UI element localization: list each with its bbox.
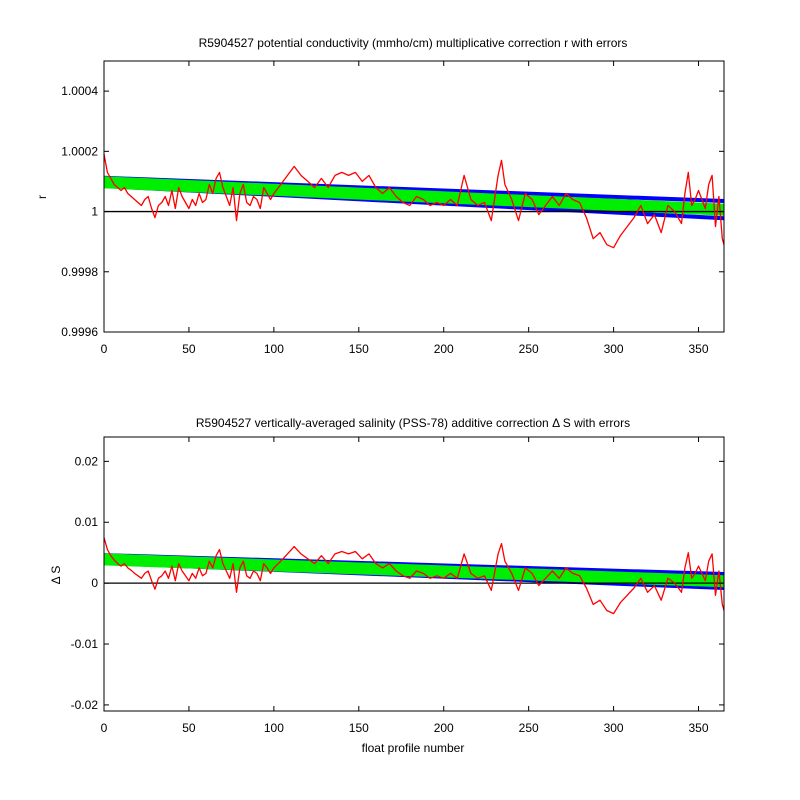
- y-axis-label: Δ S: [49, 566, 63, 585]
- y-tick-label: 1.0002: [61, 144, 98, 158]
- x-tick-label: 350: [689, 342, 709, 356]
- y-tick-label: -0.01: [71, 637, 99, 651]
- y-tick-label: 0: [91, 576, 98, 590]
- x-tick-label: 350: [689, 721, 709, 735]
- raw-series-line: [103, 537, 725, 615]
- fit-line: [103, 553, 725, 588]
- x-tick-label: 200: [434, 721, 454, 735]
- x-tick-label: 0: [101, 721, 108, 735]
- x-tick-label: 0: [101, 342, 108, 356]
- y-axis-label: r: [35, 195, 49, 199]
- x-tick-label: 50: [182, 342, 196, 356]
- y-tick-label: -0.02: [71, 698, 99, 712]
- y-tick-label: 1: [91, 205, 98, 219]
- axes-box: [103, 60, 725, 333]
- chart-title: R5904527 potential conductivity (mmho/cm…: [199, 36, 628, 50]
- plot-area: 0 50 100 150 200 250 300 350 -0.02 -0.01 0 0.01 0.02: [71, 436, 725, 735]
- x-axis-label: float profile number: [362, 741, 465, 755]
- y-tick-label: 0.02: [75, 454, 99, 468]
- y-tick-label: 0.9998: [61, 265, 98, 279]
- x-tick-label: 150: [349, 721, 369, 735]
- chart-title: R5904527 vertically-averaged salinity (P…: [196, 416, 630, 430]
- y-tick-label: 0.01: [75, 515, 99, 529]
- x-tick-label: 150: [349, 342, 369, 356]
- x-tick-label: 100: [264, 721, 284, 735]
- x-tick-label: 250: [519, 721, 539, 735]
- x-tick-label: 300: [604, 721, 624, 735]
- axes-box: [103, 436, 725, 712]
- chart-conductivity-correction: R5904527 potential conductivity (mmho/cm…: [35, 36, 725, 356]
- x-tick-label: 250: [519, 342, 539, 356]
- fit-line: [103, 176, 725, 216]
- y-tick-label: 1.0004: [61, 84, 98, 98]
- x-tick-label: 100: [264, 342, 284, 356]
- plot-area: 0 50 100 150 200 250 300 350 0.9996 0.9998 1 1.0002…: [61, 60, 725, 356]
- x-tick-label: 50: [182, 721, 196, 735]
- x-tick-label: 300: [604, 342, 624, 356]
- raw-series-line: [103, 154, 725, 249]
- y-tick-label: 0.9996: [61, 325, 98, 339]
- chart-salinity-correction: R5904527 vertically-averaged salinity (P…: [49, 416, 725, 755]
- x-tick-label: 200: [434, 342, 454, 356]
